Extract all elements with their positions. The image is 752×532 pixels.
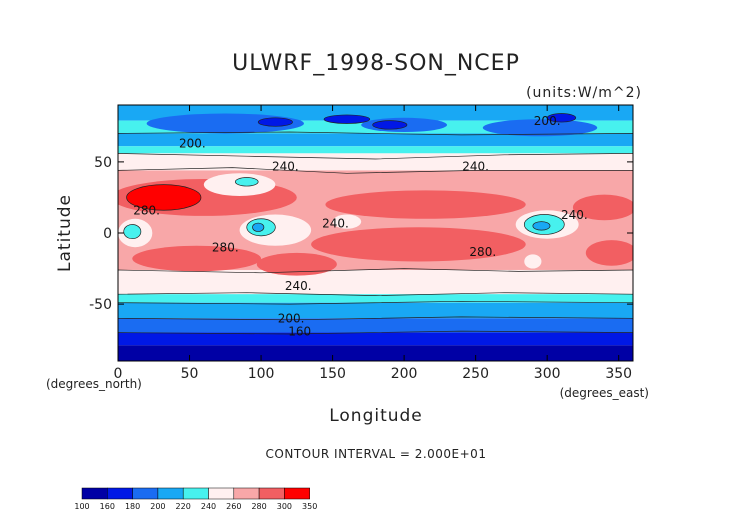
- colorbar-tick-7: 280: [251, 502, 266, 511]
- units-label: (units:W/m^2): [526, 85, 642, 101]
- colorbar-tick-5: 240: [201, 502, 216, 511]
- north-pacific-warm: [325, 190, 526, 219]
- contour-label-4: 280.: [133, 204, 160, 218]
- southern-warm-belt: [132, 245, 262, 272]
- x-tick-label-4: 200: [391, 366, 418, 382]
- zonal-band-8: [118, 302, 633, 319]
- colorbar-tick-6: 260: [226, 502, 241, 511]
- x-tick-label-0: 0: [114, 366, 123, 382]
- y-axis-label: Latitude: [55, 194, 75, 272]
- africa-cold: [123, 224, 142, 240]
- chart-title: ULWRF_1998-SON_NCEP: [232, 51, 520, 76]
- zonal-band-4: [118, 153, 633, 171]
- contour-label-0: 200.: [179, 137, 206, 151]
- data-field: [118, 105, 633, 361]
- y-axis: -50 0 50: [89, 155, 633, 313]
- y-tick-label-0: -50: [89, 297, 112, 313]
- contour-line-7: [118, 131, 633, 136]
- north-africa-warm: [126, 184, 202, 211]
- atlantic-warm: [572, 194, 633, 221]
- colorbar-swatch-8: [284, 487, 310, 500]
- contour-label-3: 240.: [462, 159, 489, 173]
- y-tick-label-1: 0: [103, 226, 112, 242]
- colorbar-tick-8: 300: [277, 502, 292, 511]
- colorbar-swatch-4: [182, 487, 209, 500]
- arctic-cold-core-3: [372, 120, 408, 130]
- arctic-cold-core-2: [323, 114, 371, 124]
- colorbar-swatch-1: [107, 487, 133, 500]
- arctic-low-patch-3: [482, 119, 598, 137]
- colorbar-swatch-0: [81, 487, 108, 500]
- x-unit-note: (degrees_east): [560, 386, 649, 400]
- x-axis: 0 50 100 150 200 250 300 350: [114, 105, 632, 382]
- contour-line-6: [118, 330, 633, 335]
- amazon-cold-core: [532, 221, 551, 231]
- contour-label-10: 200.: [278, 312, 305, 326]
- contour-label-8: 280.: [469, 245, 496, 259]
- south-atlantic-warm: [585, 240, 633, 266]
- zonal-band-11: [118, 345, 633, 361]
- colorbar-tick-4: 220: [176, 502, 191, 511]
- arctic-cold-core: [257, 117, 293, 127]
- colorbar-swatch-2: [132, 487, 159, 500]
- contour-label-9: 240.: [285, 279, 312, 293]
- x-tick-label-5: 250: [462, 366, 489, 382]
- contour-label-1: 200.: [534, 114, 561, 128]
- contour-labels: 200. 200. 240. 240. 280. 240. 240. 280. 280. 240.…: [133, 114, 587, 338]
- zonal-band-3: [118, 146, 633, 154]
- contour-label-5: 240.: [322, 216, 349, 230]
- contour-label-7: 280.: [212, 240, 239, 254]
- colorbar-swatch-7: [258, 487, 285, 500]
- contour-line-1: [118, 167, 633, 174]
- contour-line-5: [118, 316, 633, 321]
- colorbar: 100 160 180 200 220 240 260 280 300 350: [74, 487, 317, 511]
- colorbar-tick-2: 180: [125, 502, 140, 511]
- contour-label-2: 240.: [272, 159, 299, 173]
- maritime-continent-cold-2: [252, 222, 265, 232]
- colorbar-swatch-5: [208, 487, 235, 500]
- y-tick-label-2: 50: [94, 155, 112, 171]
- contour-line-2: [118, 268, 633, 274]
- zonal-band-2: [118, 133, 633, 147]
- y-unit-note: (degrees_north): [46, 377, 142, 391]
- contour-label-6: 240.: [561, 208, 588, 222]
- colorbar-tick-9: 350: [302, 502, 317, 511]
- zonal-band-7: [118, 294, 633, 303]
- x-tick-label-2: 100: [248, 366, 275, 382]
- colorbar-tick-3: 200: [150, 502, 165, 511]
- x-tick-label-6: 300: [534, 366, 561, 382]
- colorbar-swatch-3: [157, 487, 184, 500]
- andes-cool: [524, 254, 542, 269]
- x-tick-label-7: 350: [605, 366, 632, 382]
- antarctic-coast-patch: [289, 321, 548, 330]
- contour-line-0: [118, 153, 633, 160]
- contour-interval-note: CONTOUR INTERVAL = 2.000E+01: [266, 447, 487, 461]
- x-axis-label: Longitude: [329, 406, 423, 426]
- tibet-cold-core: [234, 177, 259, 187]
- x-tick-label-1: 50: [181, 366, 199, 382]
- contour-line-3: [118, 292, 633, 296]
- arctic-cold-core-4: [546, 113, 577, 123]
- contour-label-11: 160: [288, 324, 311, 338]
- zonal-band-10: [118, 332, 633, 346]
- zonal-band-6: [118, 269, 633, 295]
- x-tick-label-3: 150: [319, 366, 346, 382]
- contour-line-4: [118, 300, 633, 305]
- colorbar-swatch-6: [233, 487, 260, 500]
- colorbar-tick-0: 100: [74, 502, 89, 511]
- west-pacific-cool: [332, 214, 362, 229]
- colorbar-tick-1: 160: [100, 502, 115, 511]
- south-pacific-warm: [311, 227, 526, 262]
- south-indian-warm: [256, 252, 337, 276]
